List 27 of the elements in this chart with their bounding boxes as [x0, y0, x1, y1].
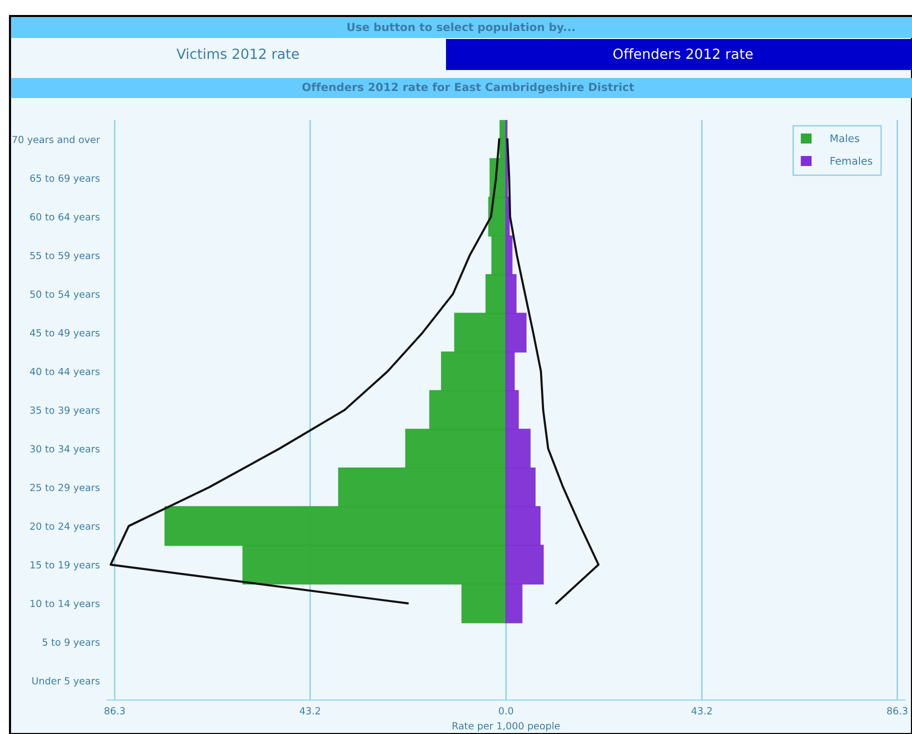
y-tick-label: 50 to 54 years	[30, 290, 100, 300]
y-tick-label: 5 to 9 years	[42, 638, 100, 648]
y-tick-label: 55 to 59 years	[30, 252, 100, 262]
y-tick-label: 70 years and over	[12, 136, 100, 146]
y-tick-label: 35 to 39 years	[30, 406, 100, 416]
text: Victims 2012 rate	[176, 48, 299, 60]
y-tick-label: Under 5 years	[32, 676, 100, 686]
x-tick-label: 43.2	[300, 707, 320, 714]
y-tick-label: 20 to 24 years	[30, 522, 100, 532]
y-tick-label: 40 to 44 years	[30, 368, 100, 378]
text: Offenders 2012 rate	[613, 48, 753, 60]
y-tick-label: 15 to 19 years	[30, 561, 100, 570]
x-tick-label: 86.3	[104, 707, 125, 714]
y-tick-label: 60 to 64 years	[30, 213, 100, 222]
legend-label: Females	[830, 156, 872, 165]
x-tick-label: 86.3	[887, 707, 908, 714]
chart-title: Offenders 2012 rate for East Cambridgeshire District	[302, 82, 634, 94]
text: Use button to select population by...	[347, 22, 574, 34]
x-axis-title: Rate per 1,000 people	[452, 722, 560, 732]
y-tick-label: 30 to 34 years	[30, 445, 100, 454]
x-tick-label: 0.0	[498, 707, 514, 714]
legend-label: Males	[830, 134, 860, 142]
y-tick-label: 65 to 69 years	[30, 174, 100, 184]
y-tick-label: 10 to 14 years	[30, 600, 100, 610]
y-tick-label: 25 to 29 years	[30, 484, 100, 494]
x-tick-label: 43.2	[692, 707, 712, 714]
y-tick-label: 45 to 49 years	[30, 329, 100, 338]
